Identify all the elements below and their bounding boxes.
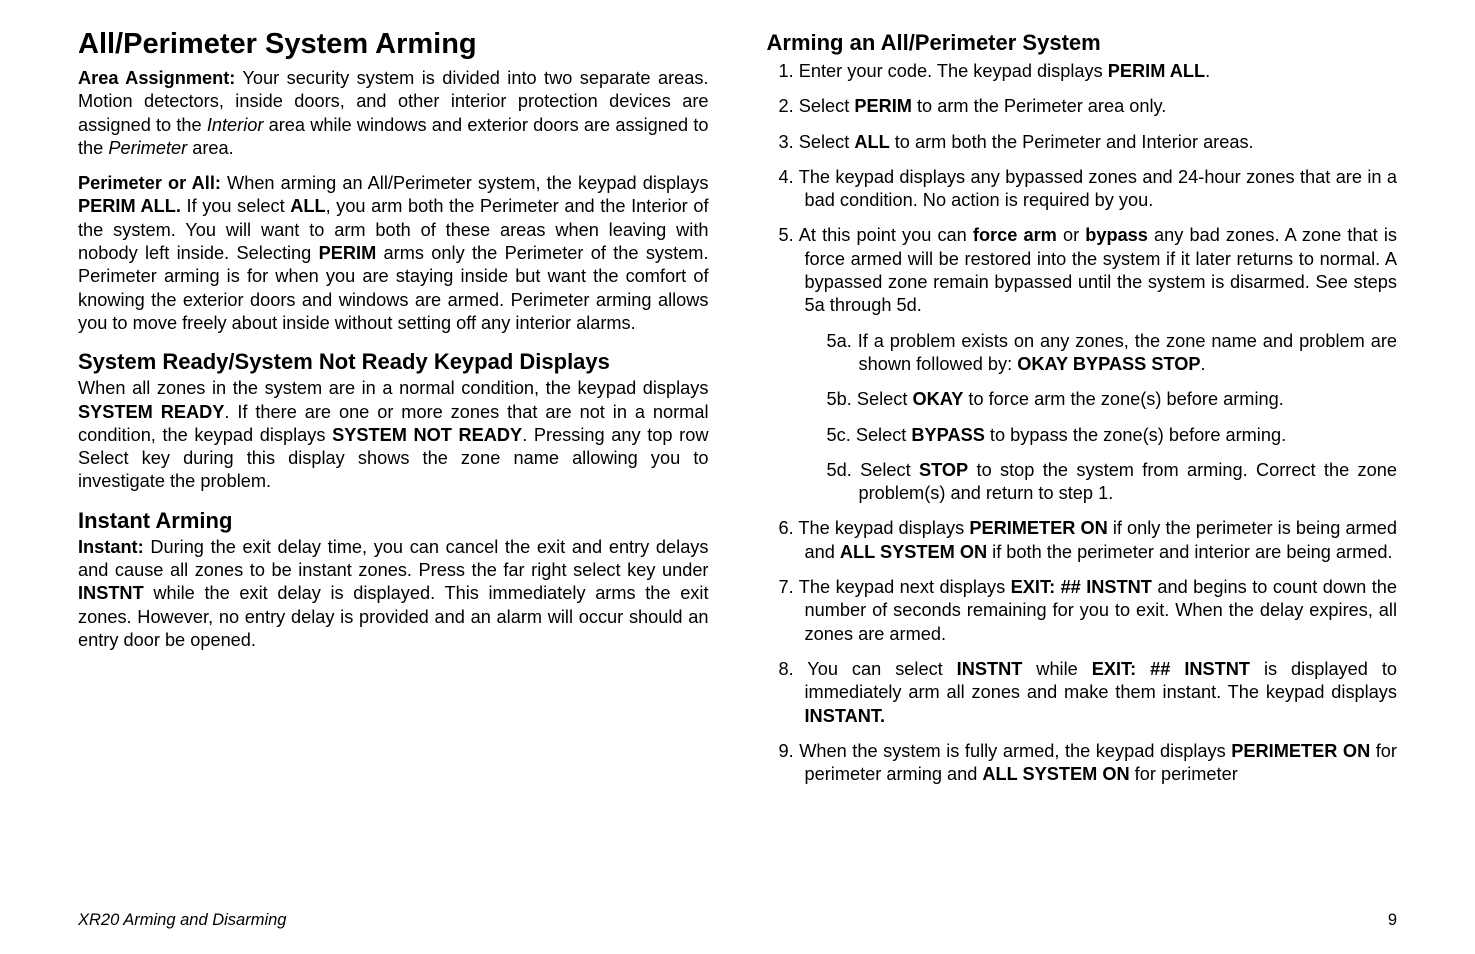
all-system-on-bold: ALL SYSTEM ON — [982, 764, 1129, 784]
exit-instnt-bold: EXIT: ## INSTNT — [1011, 577, 1152, 597]
text: When all zones in the system are in a no… — [78, 378, 709, 398]
page-title: All/Perimeter System Arming — [78, 28, 709, 61]
step-3: 3. Select ALL to arm both the Perimeter … — [779, 131, 1398, 154]
text: 9. When the system is fully armed, the k… — [779, 741, 1232, 761]
text: 6. The keypad displays — [779, 518, 970, 538]
step-7: 7. The keypad next displays EXIT: ## INS… — [779, 576, 1398, 646]
right-column: Arming an All/Perimeter System 1. Enter … — [767, 28, 1398, 903]
text: to arm both the Perimeter and Interior a… — [890, 132, 1254, 152]
bypass-bold: BYPASS — [911, 425, 984, 445]
instant-arming-paragraph: Instant: During the exit delay time, you… — [78, 536, 709, 652]
text: to force arm the zone(s) before arming. — [963, 389, 1283, 409]
step-5d: 5d. Select STOP to stop the system from … — [827, 459, 1398, 506]
instant-arming-heading: Instant Arming — [78, 508, 709, 534]
all-bold: ALL — [290, 196, 325, 216]
page: All/Perimeter System Arming Area Assignm… — [0, 0, 1475, 954]
system-ready-heading: System Ready/System Not Ready Keypad Dis… — [78, 349, 709, 375]
text: . — [1205, 61, 1210, 81]
system-not-ready-bold: SYSTEM NOT READY — [332, 425, 522, 445]
text: When arming an All/Perimeter system, the… — [221, 173, 709, 193]
text: 5b. Select — [827, 389, 913, 409]
step-8: 8. You can select INSTNT while EXIT: ## … — [779, 658, 1398, 728]
text: During the exit delay time, you can canc… — [78, 537, 709, 580]
perim-all-display: PERIM ALL. — [78, 196, 181, 216]
all-bold: ALL — [854, 132, 889, 152]
perim-bold: PERIM — [854, 96, 912, 116]
footer-title: XR20 Arming and Disarming — [78, 911, 286, 930]
text: for perimeter — [1130, 764, 1238, 784]
area-assignment-paragraph: Area Assignment: Your security system is… — [78, 67, 709, 160]
footer: XR20 Arming and Disarming 9 — [78, 903, 1397, 930]
instnt-bold: INSTNT — [78, 583, 144, 603]
step-6: 6. The keypad displays PERIMETER ON if o… — [779, 517, 1398, 564]
exit-instnt-bold: EXIT: ## INSTNT — [1092, 659, 1250, 679]
okay-bold: OKAY — [912, 389, 963, 409]
step-5a: 5a. If a problem exists on any zones, th… — [827, 330, 1398, 377]
bypass-bold: bypass — [1085, 225, 1148, 245]
step-9: 9. When the system is fully armed, the k… — [779, 740, 1398, 787]
text: 8. You can select — [779, 659, 957, 679]
text: 5. At this point you can — [779, 225, 973, 245]
perimeter-italic: Perimeter — [108, 138, 187, 158]
step-4: 4. The keypad displays any bypassed zone… — [779, 166, 1398, 213]
steps-list: 1. Enter your code. The keypad displays … — [779, 60, 1398, 786]
text: to bypass the zone(s) before arming. — [985, 425, 1286, 445]
substeps-list: 5a. If a problem exists on any zones, th… — [827, 330, 1398, 506]
text: 3. Select — [779, 132, 855, 152]
perim-all-bold: PERIM ALL — [1108, 61, 1205, 81]
left-column: All/Perimeter System Arming Area Assignm… — [78, 28, 709, 903]
force-arm-bold: force arm — [973, 225, 1057, 245]
okay-bypass-stop-bold: OKAY BYPASS STOP — [1017, 354, 1200, 374]
text: . — [1201, 354, 1206, 374]
step-1: 1. Enter your code. The keypad displays … — [779, 60, 1398, 83]
stop-bold: STOP — [919, 460, 968, 480]
interior-italic: Interior — [207, 115, 264, 135]
arming-all-perimeter-heading: Arming an All/Perimeter System — [767, 30, 1398, 56]
text: area. — [187, 138, 234, 158]
step-2: 2. Select PERIM to arm the Perimeter are… — [779, 95, 1398, 118]
area-assignment-label: Area Assignment: — [78, 68, 235, 88]
system-ready-bold: SYSTEM READY — [78, 402, 224, 422]
text: 5c. Select — [827, 425, 912, 445]
text: 7. The keypad next displays — [779, 577, 1011, 597]
text: or — [1057, 225, 1085, 245]
instnt-bold: INSTNT — [957, 659, 1023, 679]
columns: All/Perimeter System Arming Area Assignm… — [78, 28, 1397, 903]
text: 2. Select — [779, 96, 855, 116]
text: to arm the Perimeter area only. — [912, 96, 1166, 116]
system-ready-paragraph: When all zones in the system are in a no… — [78, 377, 709, 493]
text: If you select — [181, 196, 290, 216]
perim-bold: PERIM — [319, 243, 377, 263]
all-system-on-bold: ALL SYSTEM ON — [840, 542, 987, 562]
text: 5d. Select — [827, 460, 920, 480]
step-5c: 5c. Select BYPASS to bypass the zone(s) … — [827, 424, 1398, 447]
text: while the exit delay is displayed. This … — [78, 583, 709, 650]
step-5b: 5b. Select OKAY to force arm the zone(s)… — [827, 388, 1398, 411]
instant-label: Instant: — [78, 537, 144, 557]
step-5: 5. At this point you can force arm or by… — [779, 224, 1398, 505]
page-number: 9 — [1388, 911, 1397, 930]
instant-bold: INSTANT. — [805, 706, 886, 726]
perimeter-or-all-label: Perimeter or All: — [78, 173, 221, 193]
text: while — [1022, 659, 1091, 679]
text: if both the perimeter and interior are b… — [987, 542, 1392, 562]
perimeter-on-bold: PERIMETER ON — [1231, 741, 1370, 761]
perimeter-on-bold: PERIMETER ON — [969, 518, 1107, 538]
text: 1. Enter your code. The keypad displays — [779, 61, 1108, 81]
perimeter-or-all-paragraph: Perimeter or All: When arming an All/Per… — [78, 172, 709, 335]
